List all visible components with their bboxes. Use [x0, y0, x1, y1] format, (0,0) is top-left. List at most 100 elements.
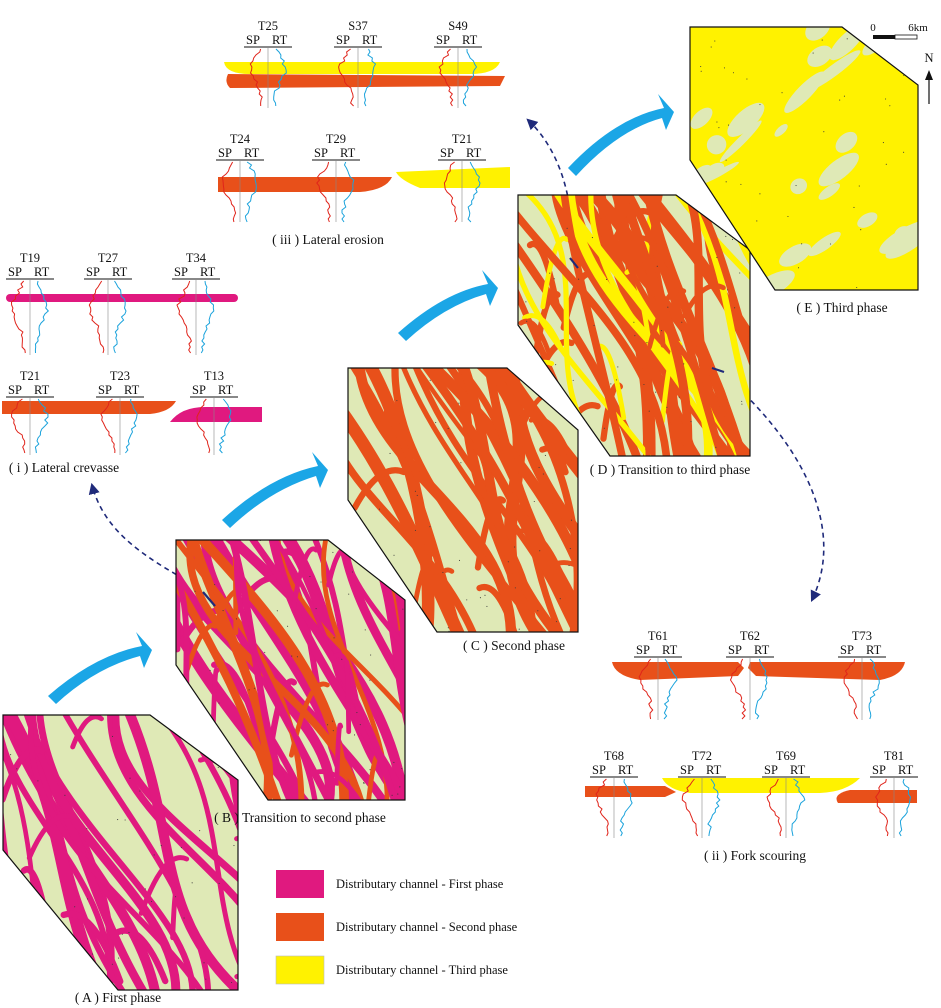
sp-label: SP: [636, 643, 650, 657]
sp-label: SP: [218, 146, 232, 160]
rt-curve: [363, 48, 377, 107]
rt-curve: [218, 398, 232, 454]
flow-arrow-c-to-d: [398, 270, 498, 341]
section-line-d-lower: [711, 366, 725, 374]
well-name: S49: [448, 19, 467, 33]
section-iii-row1-body-third: [224, 62, 500, 74]
rt-label: RT: [754, 643, 770, 657]
sp-curve: [11, 398, 26, 454]
scale-bar-start: 0: [870, 22, 876, 34]
rt-curve: [791, 778, 806, 837]
sp-label: SP: [764, 763, 778, 777]
rt-curve: [754, 658, 768, 720]
sp-curve: [875, 778, 889, 837]
sp-label: SP: [8, 383, 22, 397]
well-name: T68: [604, 749, 624, 763]
well-name: T25: [258, 19, 278, 33]
rt-label: RT: [34, 383, 50, 397]
well-name: T34: [186, 251, 207, 265]
rt-label: RT: [112, 265, 128, 279]
sp-curve: [176, 280, 192, 354]
rt-curve: [113, 280, 127, 354]
rt-label: RT: [790, 763, 806, 777]
sp-curve: [196, 398, 211, 454]
well-name: T29: [326, 132, 346, 146]
section-ii-caption: ( ii ) Fork scouring: [704, 848, 806, 863]
section-ii-row1-body-second-right: [748, 662, 905, 680]
well-name: T61: [648, 629, 668, 643]
sp-curve: [221, 161, 237, 223]
rt-curve: [244, 161, 257, 223]
rt-curve: [619, 778, 633, 837]
rt-label: RT: [34, 265, 50, 279]
sp-curve: [595, 778, 609, 837]
north-arrow-head: [925, 70, 933, 80]
rt-curve: [273, 48, 287, 107]
rt-curve: [898, 778, 912, 837]
legend-swatch-second-phase: [276, 913, 324, 941]
legend-item-second-phase: Distributary channel - Second phase: [276, 913, 518, 941]
flow-arrow-b-to-c: [222, 452, 328, 528]
section-i-row2-body-first: [170, 406, 262, 422]
rt-label: RT: [866, 643, 882, 657]
rt-label: RT: [218, 383, 234, 397]
section-i-row2-body-second: [2, 401, 176, 414]
sp-label: SP: [336, 33, 350, 47]
sp-label: SP: [246, 33, 260, 47]
flow-arrows: [48, 94, 674, 704]
sp-curve: [438, 48, 454, 107]
sp-label: SP: [440, 146, 454, 160]
sp-label: SP: [592, 763, 606, 777]
panel-a-caption: ( A ) First phase: [75, 990, 161, 1005]
well-name: T19: [20, 251, 40, 265]
sp-label: SP: [86, 265, 100, 279]
well-name: T73: [852, 629, 872, 643]
sp-label: SP: [680, 763, 694, 777]
section-iii-row2-body-third: [396, 167, 510, 188]
sp-label: SP: [174, 265, 188, 279]
rt-curve: [200, 280, 215, 354]
rt-label: RT: [340, 146, 356, 160]
rt-curve: [34, 280, 50, 354]
panel-d-caption: ( D ) Transition to third phase: [590, 462, 751, 477]
sp-curve: [338, 48, 354, 107]
well-name: T72: [692, 749, 712, 763]
scale-bar-black: [873, 35, 895, 39]
sp-curve: [100, 398, 116, 454]
well-name: T81: [884, 749, 904, 763]
sp-label: SP: [872, 763, 886, 777]
rt-label: RT: [244, 146, 260, 160]
rt-curve: [868, 658, 880, 720]
panel-c-map: [347, 367, 579, 633]
rt-label: RT: [706, 763, 722, 777]
scale-bar-white: [894, 34, 918, 40]
rt-curve: [467, 161, 481, 223]
north-arrow: N: [924, 51, 934, 104]
scale-bar: 0 6km: [870, 22, 928, 40]
section-line-d-upper: [569, 257, 579, 269]
sp-curve: [766, 778, 782, 837]
panel-c-caption: ( C ) Second phase: [463, 638, 565, 653]
well-name: T23: [110, 369, 130, 383]
flow-arrow-d-to-e: [568, 94, 674, 176]
rt-label: RT: [362, 33, 378, 47]
panel-e-caption: ( E ) Third phase: [796, 300, 887, 315]
well-name: T21: [20, 369, 40, 383]
sp-curve: [443, 161, 458, 223]
